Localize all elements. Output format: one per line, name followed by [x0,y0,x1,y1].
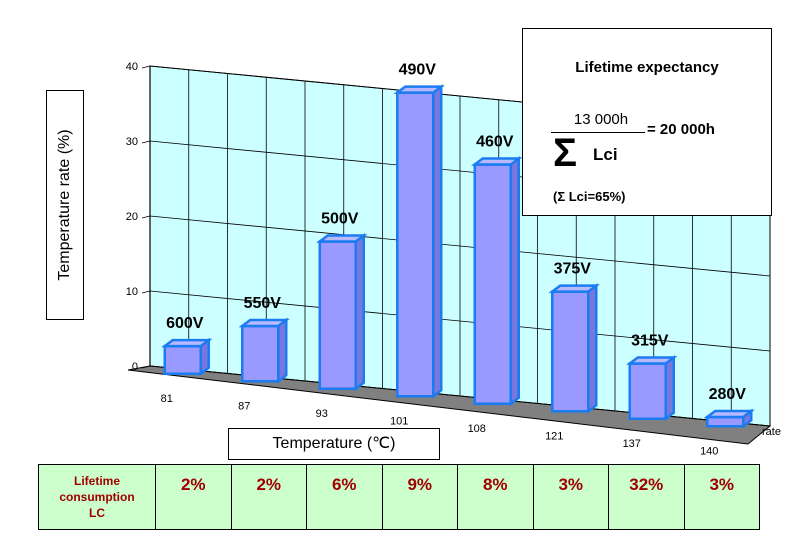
y-tick-label: 10 [126,286,138,298]
sigma-symbol: Σ [553,131,578,175]
formula-denominator: Lci [593,145,618,164]
chart-labels: 600V 81 550V 87 500V 93 490V 101 460V 108 375V 121 3… [161,62,747,458]
bar-front [628,362,667,420]
bar-top [703,409,755,419]
bar-front [551,290,590,413]
lifetime-formula-box: Lifetime expectancy 13 000h Σ Lci = 20 0… [522,28,772,216]
x-tick-label: 121 [545,430,563,442]
voltage-label: 315V [631,333,669,350]
bar-front [163,344,202,375]
y-tick-mark [141,215,151,219]
bar-front [473,163,512,405]
x-tick-label: 87 [238,400,250,412]
fraction-line [551,132,645,133]
lc-header-cell: Lifetime consumption LC [38,464,156,530]
y-tick-mark [141,365,151,369]
x-tick-label: 93 [316,408,328,420]
bar-side [277,317,288,384]
lc-header-line1: Lifetime [73,474,120,488]
x-tick-label: 81 [161,393,173,405]
y-axis-label-box: Temperature rate (%) [46,90,84,320]
lc-header-line2: consumption [59,490,135,504]
lc-value-cell: 9% [381,464,458,530]
x-tick-label: 140 [700,445,718,457]
formula-note: (Σ Lci=65%) [553,189,626,204]
bar-side [664,355,675,422]
y-tick-label: 0 [132,361,138,373]
bar-side [587,283,598,414]
x-tick-label: 101 [390,415,408,427]
y-tick-label: 40 [126,61,138,73]
bar-side [432,84,443,399]
bar-front [318,240,357,390]
x-axis-label-box: Temperature (℃) [228,428,440,460]
lc-value-cell: 3% [532,464,609,530]
y-tick-mark [141,65,151,69]
x-tick-label: 108 [468,423,486,435]
y-tick-mark [141,290,151,294]
lc-value-cell: 3% [683,464,760,530]
bar-front [396,91,435,398]
y-tick-label: 30 [126,136,138,148]
formula-title: Lifetime expectancy [575,59,719,76]
lc-value-cell: 8% [457,464,534,530]
y-tick-label: 20 [126,211,138,223]
x-axis-label: Temperature (℃) [272,435,396,452]
voltage-label: 500V [321,211,359,228]
lifetime-consumption-row: Lifetime consumption LC 2% 2% 6% 9% 8% 3… [38,464,760,530]
bar-front [241,324,280,383]
bar-top [626,356,678,365]
bar-side [509,156,520,407]
formula-numerator: 13 000h [573,111,629,128]
lc-value-cell: 2% [155,464,232,530]
bar-top [471,157,523,166]
y-axis-label: Temperature rate (%) [56,129,73,281]
bar-top [238,318,290,328]
voltage-label: 600V [166,315,204,332]
voltage-label: 550V [244,295,282,312]
lifetime-consumption-table: Lifetime consumption LC 2% 2% 6% 9% 8% 3… [38,464,760,530]
voltage-label: 375V [554,261,592,278]
bar-top [393,85,445,94]
voltage-label: 280V [709,386,747,403]
bar-side [354,233,365,392]
y-tick-mark [141,140,151,144]
bar-top [161,338,213,348]
lc-value-cell: 2% [230,464,307,530]
bar-top [316,234,368,243]
bar-front [706,415,745,428]
chart-axes: 0 10 20 30 40 [126,61,151,373]
lc-value-cell: 32% [608,464,685,530]
formula-result: = 20 000h [647,121,715,138]
voltage-label: 490V [399,62,437,79]
chart-bars [161,84,755,429]
x-tick-label: 137 [623,438,641,450]
lc-value-cell: 6% [306,464,383,530]
depth-axis-label: rate [762,426,781,438]
voltage-label: 460V [476,134,514,151]
bar-top [548,284,600,293]
lc-header-line3: LC [89,506,105,520]
